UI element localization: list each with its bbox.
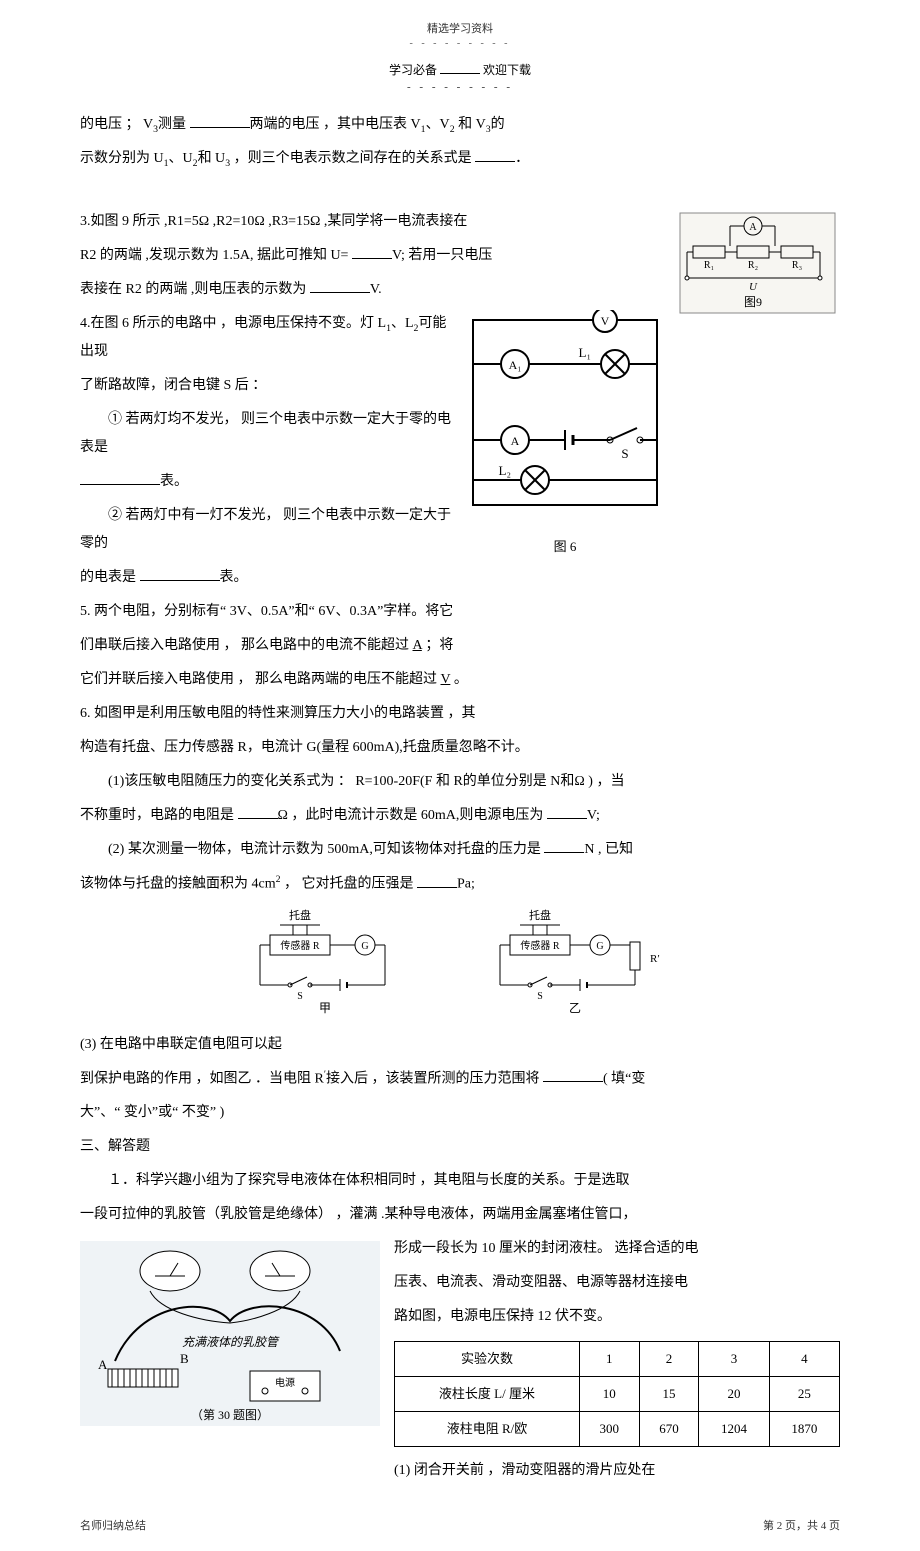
svg-text:传感器 R: 传感器 R [280, 939, 319, 952]
svg-text:V: V [601, 314, 610, 328]
svg-text:图9: 图9 [744, 295, 762, 309]
q4-line3: ① 若两灯均不发光， 则三个电表中示数一定大于零的电表是 [80, 406, 840, 462]
svg-text:B: B [180, 1351, 189, 1366]
p1-line4: 压表、电流表、滑动变阻器、电源等器材连接电 [394, 1269, 840, 1297]
q5-line3: 它们并联后接入电路使用 ， 那么电路两端的电压不能超过 V 。 [80, 666, 840, 694]
p1-line3: 形成一段长为 10 厘米的封闭液柱。 选择合适的电 [394, 1235, 840, 1263]
svg-text:托盘: 托盘 [529, 908, 551, 922]
q5-line1: 5. 两个电阻，分别标有“ 3V、0.5A”和“ 6V、0.3A”字样。将它 [80, 598, 840, 626]
svg-text:G: G [361, 941, 368, 952]
table-cell: 25 [769, 1377, 839, 1412]
p1-line1: １．科学兴趣小组为了探究导电液体在体积相同时 ，其电阻与长度的关系。于是选取 [80, 1167, 840, 1195]
table-cell: 1870 [769, 1412, 839, 1447]
q6p3-line3: 大”、“ 变小”或“ 不变” ) [80, 1099, 840, 1127]
q5-line2: 们串联后接入电路使用 ， 那么电路中的电流不能超过 A ；将 [80, 632, 840, 660]
svg-text:R′: R′ [650, 953, 660, 965]
svg-text:传感器 R: 传感器 R [520, 939, 559, 952]
svg-text:A: A [98, 1357, 108, 1372]
figure-9: A R₁ R₂ R₃ U 图9 [675, 208, 840, 318]
section-3: 三、解答题 [80, 1133, 840, 1161]
svg-text:S: S [621, 446, 628, 461]
sub-header: 学习必备 欢迎下载 [80, 61, 840, 78]
svg-text:S: S [537, 991, 543, 1002]
table-cell: 液柱电阻 R/欧 [395, 1412, 580, 1447]
svg-text:乙: 乙 [569, 1001, 581, 1015]
svg-text:R₁: R₁ [704, 260, 714, 271]
footer-left: 名师归纳总结 [80, 1517, 146, 1533]
q6p3-line1: (3) 在电路中串联定值电阻可以起 [80, 1031, 840, 1059]
table-row: 实验次数 1 2 3 4 [395, 1342, 840, 1377]
q6-line6: 该物体与托盘的接触面积为 4cm2 ， 它对托盘的压强是 Pa; [80, 870, 840, 899]
table-cell: 2 [639, 1342, 699, 1377]
table-row: 液柱长度 L/ 厘米 10 15 20 25 [395, 1377, 840, 1412]
sub-left: 学习必备 [389, 63, 437, 77]
q6-line5: (2) 某次测量一物体，电流计示数为 500mA,可知该物体对托盘的压力是 N … [80, 836, 840, 864]
header-topline: 精选学习资料 [80, 20, 840, 36]
svg-text:A: A [511, 434, 520, 448]
table-cell: 4 [769, 1342, 839, 1377]
svg-text:A₁: A₁ [509, 358, 522, 372]
table-cell: 实验次数 [395, 1342, 580, 1377]
svg-text:电源: 电源 [275, 1376, 295, 1389]
svg-text:托盘: 托盘 [289, 908, 311, 922]
q6p3-line2: 到保护电路的作用 ，如图乙 ．当电阻 R′接入后 ，该装置所测的压力范围将 ( … [80, 1065, 840, 1094]
q6-line3: (1)该压敏电阻随压力的变化关系式为 ： R=100-20F(F 和 R的单位分… [80, 768, 840, 796]
sub-right: 欢迎下载 [483, 63, 531, 77]
line1: 的电压 ； V3测量 两端的电压 ，其中电压表 V1、V2 和 V3的 [80, 111, 840, 139]
sub-blank [440, 73, 480, 74]
page-footer: 名师归纳总结 第 2 页，共 4 页 [80, 1517, 840, 1533]
table-cell: 液柱长度 L/ 厘米 [395, 1377, 580, 1412]
q4-line6: 的电表是 表。 [80, 564, 840, 592]
svg-text:L₂: L₂ [499, 463, 511, 478]
p1-line5: 路如图，电源电压保持 12 伏不变。 [394, 1303, 840, 1331]
table-cell: 670 [639, 1412, 699, 1447]
table-cell: 1204 [699, 1412, 769, 1447]
q4-line5: ② 若两灯中有一灯不发光， 则三个电表中示数一定大于零的 [80, 502, 840, 558]
table-cell: 10 [579, 1377, 639, 1412]
svg-text:U: U [749, 281, 758, 293]
svg-text:G: G [596, 941, 603, 952]
q4-line2: 了断路故障，闭合电键 S 后 ： [80, 372, 840, 400]
q4-line4: 表。 [80, 468, 840, 496]
q6-line1: 6. 如图甲是利用压敏电阻的特性来测算压力大小的电路装置 ，其 [80, 700, 840, 728]
table-row: 液柱电阻 R/欧 300 670 1204 1870 [395, 1412, 840, 1447]
table-cell: 1 [579, 1342, 639, 1377]
data-table: 实验次数 1 2 3 4 液柱长度 L/ 厘米 10 15 20 25 [394, 1341, 840, 1447]
p1-line2: 一段可拉伸的乳胶管（乳胶管是绝缘体） ，灌满 .某种导电液体，两端用金属塞堵住管… [80, 1201, 840, 1229]
svg-text:R₂: R₂ [748, 260, 758, 271]
figure-6-caption: 图 6 [465, 534, 665, 560]
experiment-figure: 充满液体的乳胶管 A B [80, 1235, 380, 1491]
svg-text:（第 30 题图）: （第 30 题图） [191, 1408, 269, 1422]
svg-text:甲: 甲 [319, 1001, 331, 1015]
figure-6: V L₁ A₁ A [465, 310, 665, 560]
svg-text:S: S [297, 991, 303, 1002]
q4-line1: 4.在图 6 所示的电路中 ，电源电压保持不变。灯 L1、L2可能出现 [80, 310, 840, 366]
svg-text:A: A [749, 222, 757, 233]
footer-right: 第 2 页，共 4 页 [763, 1517, 840, 1533]
fig-yi: 托盘 传感器 R G R′ S [485, 907, 675, 1017]
circuit-figs: 托盘 传感器 R G S [80, 907, 840, 1017]
svg-text:充满液体的乳胶管: 充满液体的乳胶管 [182, 1335, 280, 1349]
table-cell: 20 [699, 1377, 769, 1412]
svg-text:R₃: R₃ [792, 260, 802, 271]
svg-text:L₁: L₁ [579, 345, 591, 360]
header-dashes: - - - - - - - - - [80, 81, 840, 93]
table-cell: 300 [579, 1412, 639, 1447]
table-cell: 3 [699, 1342, 769, 1377]
q6-line2: 构造有托盘、压力传感器 R，电流计 G(量程 600mA),托盘质量忽略不计。 [80, 734, 840, 762]
header-dots: - - - - - - - - - [80, 38, 840, 49]
fig-jia: 托盘 传感器 R G S [245, 907, 405, 1017]
q6-line4: 不称重时，电路的电阻是 Ω ，此时电流计示数是 60mA,则电源电压为 V; [80, 802, 840, 830]
table-cell: 15 [639, 1377, 699, 1412]
p1-line6: (1) 闭合开关前 ，滑动变阻器的滑片应处在 [394, 1457, 840, 1485]
line2: 示数分别为 U1、U2和 U3 ，则三个电表示数之间存在的关系式是 ． [80, 145, 840, 173]
